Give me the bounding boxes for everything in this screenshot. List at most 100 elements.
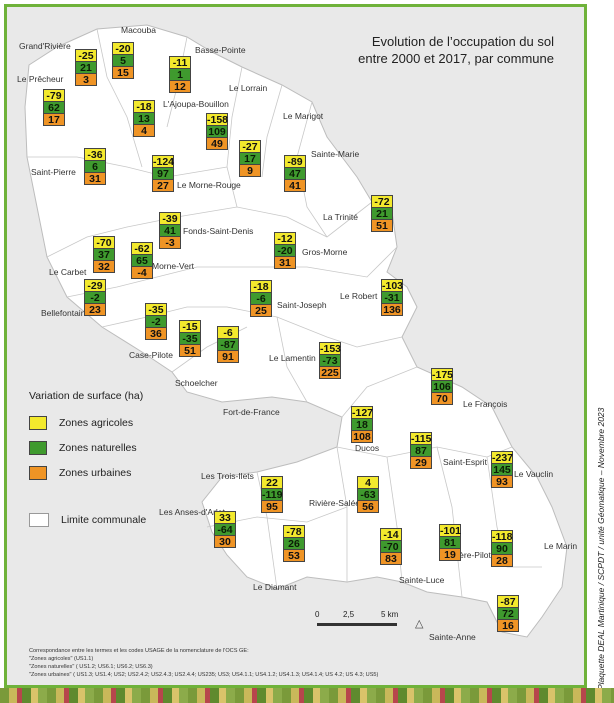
value-stack: -36 6 31: [84, 148, 106, 185]
agricole-value: -89: [284, 155, 306, 168]
value-stack: -89 47 41: [284, 155, 306, 192]
commune-label-fort-de-france: Fort-de-France: [223, 407, 280, 417]
value-stack: -103 -31 136: [381, 279, 404, 316]
commune-label-morne-vert: Morne-Vert: [152, 261, 195, 271]
commune-label-riviere-salee: Rivière-Salée: [309, 498, 361, 508]
urbaine-value: -3: [159, 236, 181, 249]
legend-label-agricoles: Zones agricoles: [59, 416, 134, 429]
commune-label-sainte-luce: Sainte-Luce: [399, 575, 445, 585]
commune-label-les-anses-d-arlet: Les Anses-d'Arlet: [159, 507, 225, 517]
naturelle-value: -87: [217, 338, 239, 351]
legend-label-naturelles: Zones naturelles: [59, 441, 137, 454]
agricole-value: -70: [93, 236, 115, 249]
value-stack: -237 145 93: [491, 451, 513, 488]
urbaine-value: 91: [217, 350, 239, 363]
value-stack: 22 -119 95: [261, 476, 283, 513]
value-stack: -25 21 3: [75, 49, 97, 86]
scale-numbers: 0 2,5 5 km: [315, 610, 399, 620]
urbaine-value: 29: [410, 456, 432, 469]
naturelle-value: 145: [491, 463, 513, 476]
naturelle-value: -63: [357, 488, 379, 501]
map-title-line2: entre 2000 et 2017, par commune: [358, 51, 554, 66]
urbaine-value: 27: [152, 179, 174, 192]
commune-label-le-vauclin: Le Vauclin: [514, 469, 554, 479]
urbaine-value: -4: [131, 266, 153, 279]
value-stack: -127 18 108: [351, 406, 373, 443]
urbaine-value: 3: [75, 73, 97, 86]
urbaine-value: 9: [239, 164, 261, 177]
agricole-value: -35: [145, 303, 167, 316]
value-stack: 33 -64 30: [214, 511, 236, 548]
urbaine-value: 56: [357, 500, 379, 513]
commune-label-gros-morne: Gros-Morne: [302, 247, 348, 257]
urbaine-value: 51: [179, 344, 201, 357]
agricole-value: -78: [283, 525, 305, 538]
commune-label-le-carbet: Le Carbet: [49, 267, 87, 277]
scale-bar: 0 2,5 5 km: [315, 610, 399, 626]
urbaine-value: 83: [380, 552, 402, 565]
agricole-value: -36: [84, 148, 106, 161]
commune-label-case-pilote: Case-Pilote: [129, 350, 173, 360]
value-stack: -6 -87 91: [217, 326, 239, 363]
commune-label-bellefontaine: Bellefontaine: [41, 308, 91, 318]
swatch-urbaines: [29, 465, 47, 480]
agricole-value: -72: [371, 195, 393, 208]
commune-label-le-francois: Le François: [463, 399, 508, 409]
legend-label-urbaines: Zones urbaines: [59, 466, 132, 479]
agricole-value: -18: [250, 280, 272, 293]
swatch-naturelles: [29, 440, 47, 455]
urbaine-value: 23: [84, 303, 106, 316]
agricole-value: -11: [169, 56, 191, 69]
value-stack: -35 -2 36: [145, 303, 167, 340]
urbaine-value: 41: [284, 179, 306, 192]
value-stack: -18 -6 25: [250, 280, 272, 317]
value-stack: -124 97 27: [152, 155, 174, 192]
footnote-line3: "Zones naturelles" ( US1.2; US6.1; US6.2…: [29, 664, 153, 670]
naturelle-value: 13: [133, 112, 155, 125]
value-stack: -12 -20 31: [274, 232, 296, 269]
value-stack: -101 81 19: [439, 524, 461, 561]
commune-label-riviere-pilote: Rivière-Pilote: [445, 550, 496, 560]
commune-label-schoelcher: Schoelcher: [175, 378, 218, 388]
commune-label-saint-pierre: Saint-Pierre: [31, 167, 76, 177]
legend-item-urbaines: Zones urbaines: [29, 460, 146, 485]
value-stack: -118 90 28: [491, 530, 513, 567]
naturelle-value: -31: [381, 291, 403, 304]
agricole-value: -29: [84, 279, 106, 292]
value-stack: -78 26 53: [283, 525, 305, 562]
value-stack: -62 65 -4: [131, 242, 153, 279]
urbaine-value: 31: [84, 172, 106, 185]
urbaine-value: 108: [351, 430, 373, 443]
urbaine-value: 15: [112, 66, 134, 79]
legend-title: Variation de surface (ha): [29, 390, 144, 402]
scale-2-5: 2,5: [343, 610, 355, 619]
commune-label-le-precheur: Le Prêcheur: [17, 74, 64, 84]
commune-label-le-marin: Le Marin: [544, 541, 578, 551]
agricole-value: -103: [381, 279, 404, 292]
urbaine-value: 17: [43, 113, 65, 126]
value-stack: -29 -2 23: [84, 279, 106, 316]
value-stack: -115 87 29: [410, 432, 432, 469]
value-stack: -27 17 9: [239, 140, 261, 177]
urbaine-value: 32: [93, 260, 115, 273]
agricole-value: 33: [214, 511, 236, 524]
value-stack: -11 1 12: [169, 56, 191, 93]
urbaine-value: 30: [214, 535, 236, 548]
value-stack: -20 5 15: [112, 42, 134, 79]
value-stack: -18 13 4: [133, 100, 155, 137]
commune-label-le-lorrain: Le Lorrain: [229, 83, 268, 93]
value-stack: -153 -73 225: [319, 342, 341, 379]
commune-label-grand-riviere: Grand'Rivière: [19, 41, 71, 51]
value-stack: -15 -35 51: [179, 320, 201, 357]
scale-5km: 5 km: [381, 610, 399, 619]
agricole-value: -115: [410, 432, 432, 445]
value-stack: -70 37 32: [93, 236, 115, 273]
footnote-line4: "Zones urbaines" ( US1.3; US1.4; US2; US…: [29, 672, 379, 678]
urbaine-value: 19: [439, 548, 461, 561]
urbaine-value: 51: [371, 219, 393, 232]
nomenclature-footnote: Correspondance entre les termes et les c…: [29, 647, 429, 679]
commune-label-le-morne-rouge: Le Morne-Rouge: [177, 180, 241, 190]
urbaine-value: 53: [283, 549, 305, 562]
naturelle-value: -70: [380, 540, 402, 553]
